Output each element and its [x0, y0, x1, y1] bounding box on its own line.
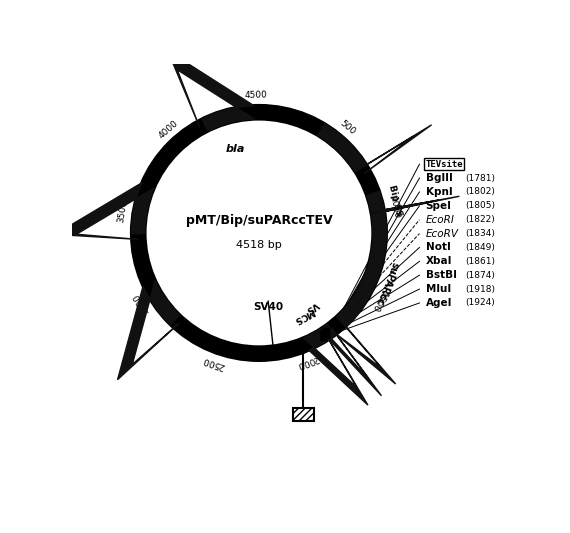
Text: (1918): (1918) [465, 285, 495, 294]
Polygon shape [367, 191, 459, 213]
Text: SV40: SV40 [253, 302, 283, 312]
Text: 4000: 4000 [157, 119, 180, 141]
Text: bla: bla [226, 144, 245, 155]
Text: (1822): (1822) [465, 215, 495, 224]
Polygon shape [304, 329, 368, 405]
Text: 2500: 2500 [201, 355, 226, 371]
Circle shape [164, 138, 355, 328]
Text: VS: VS [304, 299, 320, 314]
Text: BglII: BglII [426, 173, 453, 183]
Polygon shape [331, 212, 396, 384]
Text: (1849): (1849) [465, 243, 495, 252]
Bar [293, 408, 314, 421]
Text: SpeI: SpeI [426, 201, 451, 211]
Text: (1781): (1781) [465, 174, 495, 182]
Text: (1874): (1874) [465, 271, 495, 280]
Polygon shape [318, 124, 431, 174]
Text: (1805): (1805) [465, 201, 495, 211]
Text: EcoRI: EcoRI [426, 215, 454, 225]
Polygon shape [117, 280, 180, 379]
Bar [323, 328, 329, 338]
Text: AgeI: AgeI [426, 298, 452, 308]
Text: pMT/Bip/suPARccTEV: pMT/Bip/suPARccTEV [186, 214, 332, 228]
Text: 3000: 3000 [131, 292, 150, 316]
Text: TEVsite: TEVsite [426, 160, 463, 168]
Text: Bip SS: Bip SS [387, 183, 403, 217]
Text: suPARcc: suPARcc [374, 261, 400, 306]
Text: MCS: MCS [292, 306, 316, 325]
Text: 1500: 1500 [369, 288, 388, 313]
Text: (1924): (1924) [465, 298, 495, 308]
Text: KpnI: KpnI [426, 187, 452, 197]
Text: 500: 500 [337, 118, 357, 136]
Polygon shape [168, 51, 254, 131]
Text: 1000: 1000 [388, 196, 401, 221]
Text: MluI: MluI [426, 284, 451, 294]
Polygon shape [55, 183, 154, 239]
Text: NotI: NotI [426, 243, 450, 253]
Text: (1834): (1834) [465, 229, 495, 238]
Text: 4500: 4500 [244, 91, 267, 100]
Text: 4518 bp: 4518 bp [236, 240, 282, 250]
Text: EcoRV: EcoRV [426, 229, 458, 239]
Text: (1802): (1802) [465, 188, 495, 197]
Bar [320, 330, 325, 341]
Text: XbaI: XbaI [426, 256, 452, 266]
Text: 2000: 2000 [295, 353, 320, 370]
Polygon shape [321, 324, 381, 395]
Text: BstBI: BstBI [426, 270, 457, 280]
Text: (1861): (1861) [465, 257, 495, 266]
Text: 3500: 3500 [117, 200, 129, 224]
